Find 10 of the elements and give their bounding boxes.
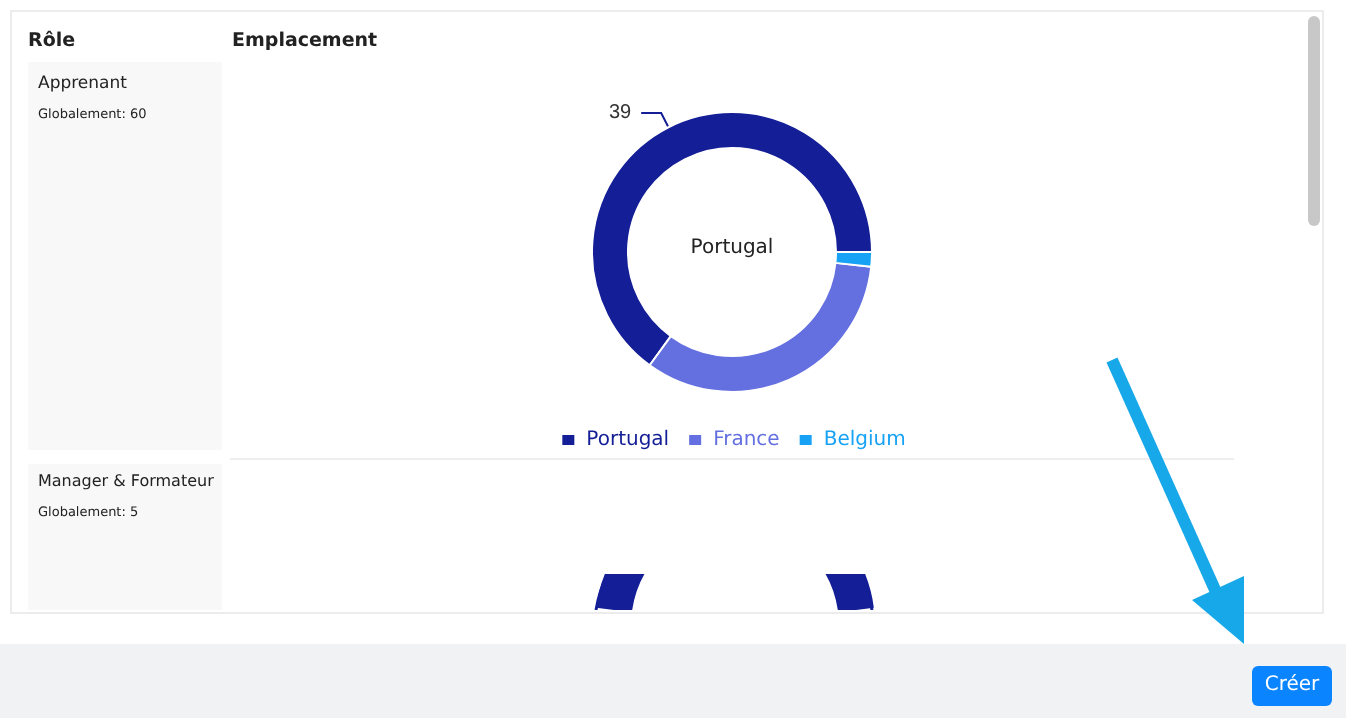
text: Manager & Formateur — [38, 472, 214, 490]
legend-label: Portugal — [586, 429, 670, 451]
text: Rôle — [28, 30, 76, 52]
legend-label: France — [713, 429, 780, 451]
text: Apprenant — [38, 74, 127, 94]
text: Emplacement — [232, 30, 378, 52]
text: Créer — [1252, 666, 1332, 706]
text: Portugal — [690, 237, 774, 259]
data-label: 39 — [608, 102, 633, 124]
legend-label: Belgium — [823, 429, 906, 451]
